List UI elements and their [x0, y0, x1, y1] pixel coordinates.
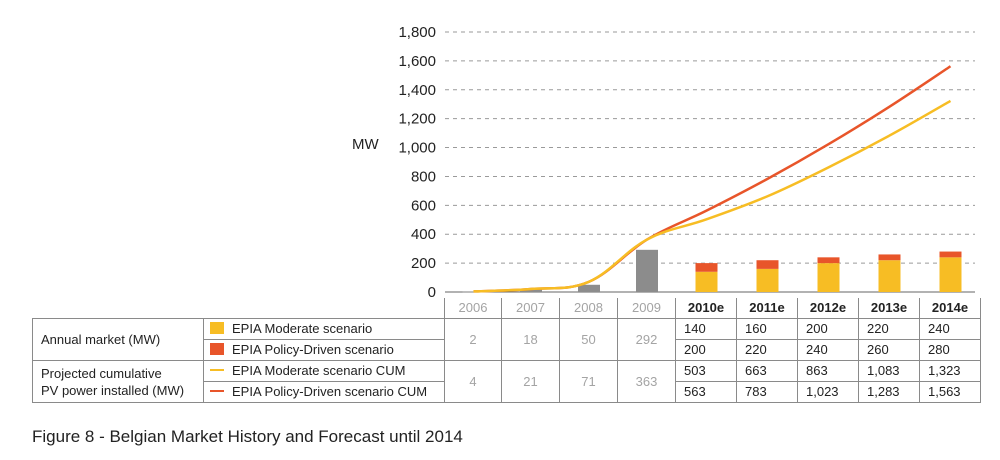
annual-moderate-2010e: 140 [675, 318, 737, 340]
annual-2009: 292 [617, 318, 676, 361]
y-axis-label: MW [352, 136, 379, 153]
cumulative-label: Projected cumulative PV power installed (… [32, 360, 204, 403]
bar-historic-2007 [520, 289, 542, 292]
annual-moderate-2011e: 160 [736, 318, 798, 340]
legend-moderate: EPIA Moderate scenario [203, 318, 445, 340]
figure-caption: Figure 8 - Belgian Market History and Fo… [32, 427, 463, 446]
cum-2009: 363 [617, 360, 676, 403]
y-tick-label: 1,200 [398, 111, 436, 128]
year-header: 2013e [858, 298, 920, 319]
legend-policy-cum: EPIA Policy-Driven scenario CUM [203, 381, 445, 403]
year-header: 2007 [501, 298, 560, 319]
legend-line-moderate [210, 369, 224, 371]
annual-market-label: Annual market (MW) [32, 318, 204, 361]
bar-historic-2006 [462, 291, 485, 293]
year-header: 2012e [797, 298, 859, 319]
y-tick-label: 1,000 [398, 140, 436, 157]
chart: MW 0 200 400 600 800 1,000 1,200 1,400 1,600 1,80… [352, 24, 975, 300]
annual-moderate-2013e: 220 [858, 318, 920, 340]
y-tick-label: 1,800 [398, 24, 436, 41]
annual-2007: 18 [501, 318, 560, 361]
annual-policy-2014e: 280 [919, 339, 981, 361]
legend-swatch-moderate [210, 322, 224, 334]
cum-policy-2013e: 1,283 [858, 381, 920, 403]
cum-moderate-2013e: 1,083 [858, 360, 920, 382]
year-header-row: 2006 2007 2008 2009 2010e 2011e 2012e 20… [33, 298, 981, 319]
cum-policy-2010e: 563 [675, 381, 737, 403]
year-header: 2011e [736, 298, 798, 319]
bars [462, 249, 962, 293]
bar-moderate-2014e [939, 257, 962, 292]
line-moderate-cum [473, 99, 952, 293]
y-tick-label: 1,400 [398, 82, 436, 99]
lines [473, 65, 952, 293]
year-header: 2006 [444, 298, 502, 319]
y-tick-label: 800 [411, 168, 436, 185]
cum-moderate-2010e: 503 [675, 360, 737, 382]
table-row: EPIA Policy-Driven scenario CUM 563 783 … [33, 381, 981, 403]
cum-moderate-2011e: 663 [736, 360, 798, 382]
annual-moderate-2012e: 200 [797, 318, 859, 340]
gridlines [445, 31, 975, 293]
data-table: 2006 2007 2008 2009 2010e 2011e 2012e 20… [32, 298, 981, 403]
cum-moderate-2012e: 863 [797, 360, 859, 382]
cum-policy-2011e: 783 [736, 381, 798, 403]
legend-line-policy [210, 390, 224, 392]
bar-moderate-2012e [817, 263, 840, 292]
bar-policy-2014e [939, 251, 962, 258]
y-tick-label: 0 [428, 284, 436, 300]
bar-policy-2011e [756, 260, 779, 269]
bar-policy-2012e [817, 257, 840, 264]
legend-swatch-policy [210, 343, 224, 355]
bar-moderate-2013e [878, 260, 901, 292]
year-header: 2009 [617, 298, 676, 319]
bar-historic-2009 [636, 249, 658, 292]
legend-policy: EPIA Policy-Driven scenario [203, 339, 445, 361]
year-header: 2014e [919, 298, 981, 319]
cum-2008: 71 [559, 360, 618, 403]
bar-historic-2008 [578, 284, 600, 292]
y-tick-label: 200 [411, 255, 436, 272]
cum-policy-2012e: 1,023 [797, 381, 859, 403]
year-header: 2010e [675, 298, 737, 319]
cum-2007: 21 [501, 360, 560, 403]
y-tick-labels: 0 200 400 600 800 1,000 1,200 1,400 1,600 1,800 [398, 24, 436, 300]
cum-policy-2014e: 1,563 [919, 381, 981, 403]
legend-moderate-cum: EPIA Moderate scenario CUM [203, 360, 445, 382]
y-tick-label: 1,600 [398, 53, 436, 70]
annual-2008: 50 [559, 318, 618, 361]
annual-policy-2012e: 240 [797, 339, 859, 361]
bar-moderate-2011e [756, 268, 779, 292]
cum-moderate-2014e: 1,323 [919, 360, 981, 382]
annual-policy-2010e: 200 [675, 339, 737, 361]
bar-policy-2013e [878, 254, 901, 261]
table-row: Annual market (MW) EPIA Moderate scenari… [32, 318, 981, 361]
annual-moderate-2014e: 240 [919, 318, 981, 340]
bar-moderate-2010e [695, 271, 718, 292]
y-tick-label: 600 [411, 197, 436, 214]
table-row: Projected cumulative PV power installed (… [32, 360, 981, 403]
annual-2006: 2 [444, 318, 502, 361]
annual-policy-2013e: 260 [858, 339, 920, 361]
bar-policy-2010e [695, 263, 718, 272]
cum-2006: 4 [444, 360, 502, 403]
year-header: 2008 [559, 298, 618, 319]
annual-policy-2011e: 220 [736, 339, 798, 361]
y-tick-label: 400 [411, 226, 436, 243]
